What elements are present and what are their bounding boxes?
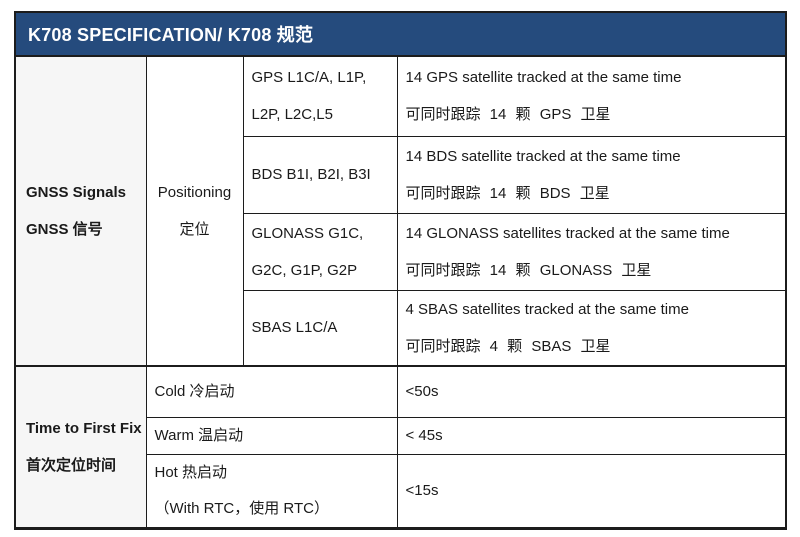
desc-cn: 可同时跟踪 14 颗 GPS 卫星: [405, 106, 611, 124]
ttff-label-note: （With RTC，使用 RTC）: [154, 499, 329, 517]
positioning-label-en: Positioning: [157, 184, 232, 201]
signal-cell-bds: BDS B1I, B2I, B3I: [242, 135, 398, 214]
ttff-value-cell-cold: <50s: [396, 365, 787, 418]
positioning-label-cn: 定位: [179, 221, 210, 238]
title-bar: K708 SPECIFICATION/ K708 规范: [14, 11, 787, 55]
table-row-glonass: GLONASS G1C, G2C, G1P, G2P 14 GLONASS sa…: [15, 212, 787, 291]
ttff-label-cell-hot: Hot 热启动 （With RTC，使用 RTC）: [145, 453, 398, 529]
ttff-value: < 45s: [405, 426, 443, 444]
signal-line: GPS L1C/A, L1P,: [251, 69, 367, 87]
desc-en: 14 GPS satellite tracked at the same tim…: [405, 69, 682, 87]
desc-cn: 可同时跟踪 14 颗 BDS 卫星: [405, 184, 610, 202]
ttff-value: <50s: [405, 383, 439, 401]
signal-line: GLONASS G1C,: [251, 224, 364, 242]
ttff-category-en: Time to First Fix: [26, 419, 142, 437]
ttff-label: Hot 热启动: [154, 463, 228, 481]
table-row-gps: GNSS Signals GNSS 信号 Positioning 定位 GPS …: [14, 55, 787, 367]
table-row-hot: Hot 热启动 （With RTC，使用 RTC） <15s: [15, 453, 787, 529]
desc-cell-sbas: 4 SBAS satellites tracked at the same ti…: [396, 289, 787, 367]
page-title: K708 SPECIFICATION/ K708 规范: [28, 25, 314, 45]
ttff-label: Cold 冷启动: [154, 383, 235, 401]
ttff-label-cell-warm: Warm 温启动: [145, 416, 398, 455]
gnss-category-cell: GNSS Signals GNSS 信号: [14, 55, 147, 367]
positioning-cell: Positioning 定位: [145, 55, 244, 367]
ttff-value-cell-warm: < 45s: [396, 416, 787, 455]
desc-en: 14 GLONASS satellites tracked at the sam…: [405, 224, 730, 242]
ttff-label-cell-cold: Cold 冷启动: [145, 365, 398, 418]
table-row-sbas: SBAS L1C/A 4 SBAS satellites tracked at …: [15, 289, 787, 367]
signal-line: L2P, L2C,L5: [251, 106, 333, 124]
desc-cn: 可同时跟踪 4 颗 SBAS 卫星: [405, 337, 611, 355]
ttff-value-cell-hot: <15s: [396, 453, 787, 529]
desc-cell-gps: 14 GPS satellite tracked at the same tim…: [396, 55, 787, 137]
signal-cell-glonass: GLONASS G1C, G2C, G1P, G2P: [242, 212, 398, 291]
table-row-bds: BDS B1I, B2I, B3I 14 BDS satellite track…: [15, 135, 787, 214]
desc-en: 4 SBAS satellites tracked at the same ti…: [405, 300, 689, 318]
gnss-category-en: GNSS Signals: [26, 184, 127, 201]
signal-line: BDS B1I, B2I, B3I: [251, 166, 371, 183]
signal-cell-gps: GPS L1C/A, L1P, L2P, L2C,L5: [242, 55, 398, 137]
ttff-category-cell: Time to First Fix 首次定位时间: [14, 365, 147, 529]
desc-cell-glonass: 14 GLONASS satellites tracked at the sam…: [396, 212, 787, 291]
signal-line: SBAS L1C/A: [251, 319, 338, 337]
desc-en: 14 BDS satellite tracked at the same tim…: [405, 147, 681, 165]
gnss-category-cn: GNSS 信号: [26, 221, 103, 238]
signal-line: G2C, G1P, G2P: [251, 261, 358, 279]
table-row-cold: Time to First Fix 首次定位时间 Cold 冷启动 <50s: [14, 365, 787, 529]
signal-cell-sbas: SBAS L1C/A: [242, 289, 398, 367]
ttff-label: Warm 温启动: [154, 426, 244, 444]
desc-cn: 可同时跟踪 14 颗 GLONASS 卫星: [405, 261, 652, 279]
ttff-category-cn: 首次定位时间: [26, 456, 117, 474]
ttff-value: <15s: [405, 481, 439, 499]
spec-table: GNSS Signals GNSS 信号 Positioning 定位 GPS …: [14, 55, 787, 530]
desc-cell-bds: 14 BDS satellite tracked at the same tim…: [396, 135, 787, 214]
